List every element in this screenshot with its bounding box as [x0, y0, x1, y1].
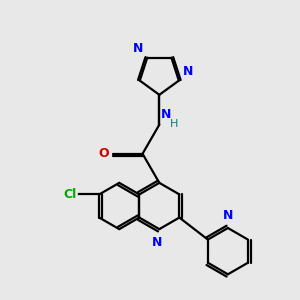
Text: N: N [161, 108, 172, 121]
Text: Cl: Cl [64, 188, 77, 201]
Text: H: H [170, 119, 178, 129]
Text: N: N [133, 42, 143, 55]
Text: N: N [223, 209, 233, 222]
Text: N: N [183, 64, 193, 78]
Text: N: N [152, 236, 163, 249]
Text: O: O [98, 147, 109, 160]
